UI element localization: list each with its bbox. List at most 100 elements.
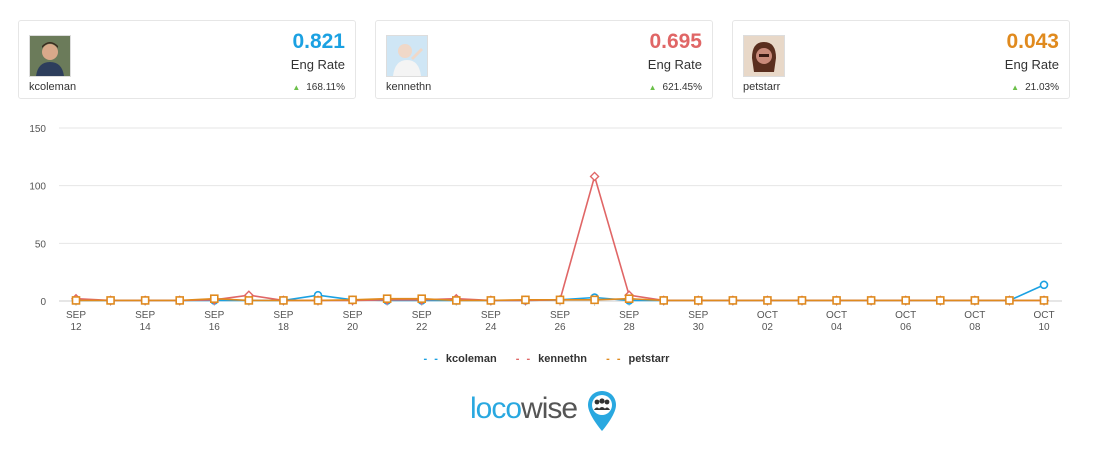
delta-change: ▲ 621.45% [649,82,702,93]
username: kennethn [386,81,432,93]
legend-item-kennethn[interactable]: - - kennethn [516,353,587,365]
legend-label: kcoleman [445,353,497,365]
data-point-kcoleman [1039,280,1049,290]
username: petstarr [743,81,781,93]
eng-rate-value: 0.821 [292,30,345,53]
data-point-petstarr [521,295,530,305]
data-point-petstarr [624,294,634,303]
location-pin-icon [588,391,616,431]
x-tick-label-day: 10 [1038,322,1050,333]
avatar [743,35,785,77]
eng-rate-label: Eng Rate [1004,57,1059,72]
profile-card-kennethn: kennethn 0.695 Eng Rate ▲ 621.45% [375,20,713,99]
data-point-petstarr [901,296,911,305]
data-point-petstarr [693,296,703,305]
x-tick-label-day: 02 [762,322,774,333]
data-point-petstarr [866,296,876,305]
username: kcoleman [29,81,77,93]
up-arrow-icon: ▲ [648,83,657,92]
legend-label: petstarr [628,353,670,365]
x-tick-label-day: 30 [693,322,705,333]
delta-value: 621.45% [662,82,702,93]
eng-rate-label: Eng Rate [290,57,345,72]
data-point-petstarr [244,296,254,305]
eng-rate-value: 0.043 [1006,30,1059,53]
data-point-petstarr [140,296,150,305]
x-tick-label-month: OCT [895,310,916,321]
up-arrow-icon: ▲ [292,83,301,92]
series-line-kennethn [75,173,1044,302]
x-tick-label-month: SEP [619,310,639,321]
x-tick-label-day: 08 [969,322,981,333]
avatar [386,35,428,77]
x-tick-label-month: OCT [826,310,847,321]
x-tick-label-day: 26 [554,322,566,333]
logo-wordmark: locowise [470,392,578,425]
eng-rate-label: Eng Rate [647,57,702,72]
x-tick-label-month: OCT [1033,310,1054,321]
eng-rate-value: 0.695 [649,30,702,53]
data-point-petstarr [451,296,461,305]
legend-dash-icon: - - [423,353,440,365]
delta-change: ▲ 168.11% [292,82,345,93]
delta-change: ▲ 21.03% [1011,82,1059,93]
y-tick-label: 150 [29,124,46,135]
data-point-petstarr [763,296,772,305]
x-tick-label-day: 06 [900,322,912,333]
x-tick-label-day: 16 [209,322,221,333]
data-point-petstarr [106,296,115,305]
legend-item-kcoleman[interactable]: - - kcoleman [424,353,497,365]
legend-dash-icon: - - [606,353,623,365]
data-point-petstarr [728,296,738,305]
data-point-petstarr [1039,296,1049,305]
x-tick-label-month: SEP [481,310,501,321]
profile-card-petstarr: petstarr 0.043 Eng Rate ▲ 21.03% [732,20,1070,99]
data-point-petstarr [797,296,807,305]
x-tick-label-month: SEP [688,310,708,321]
data-point-petstarr [313,296,323,305]
data-point-petstarr [590,295,599,305]
data-point-petstarr [417,294,427,303]
x-tick-label-month: SEP [66,310,86,321]
x-tick-label-day: 14 [140,322,152,333]
data-point-petstarr [970,296,980,305]
delta-value: 168.11% [306,82,345,93]
x-tick-label-month: SEP [550,310,570,321]
x-tick-label-month: SEP [273,310,293,321]
data-point-petstarr [71,296,81,305]
locowise-logo: locowise [470,388,630,438]
data-point-petstarr [555,295,565,305]
x-tick-label-month: SEP [135,310,155,321]
chart-legend: - - kcoleman - - kennethn - - petstarr [0,353,1093,365]
x-tick-label-month: SEP [204,310,224,321]
y-tick-label: 100 [29,182,46,193]
x-tick-label-month: OCT [964,310,985,321]
data-point-petstarr [832,296,841,305]
x-tick-label-day: 18 [278,322,290,333]
x-tick-label-day: 12 [70,322,82,333]
x-tick-label-day: 20 [347,322,359,333]
data-point-petstarr [486,296,496,305]
engagement-line-chart: 050100150SEP12SEP14SEP16SEP18SEP20SEP22S… [29,124,1062,333]
x-tick-label-day: 22 [416,322,428,333]
data-point-petstarr [935,296,945,305]
data-point-kennethn [589,171,600,182]
x-tick-label-day: 04 [831,322,843,333]
data-point-petstarr [209,294,219,303]
x-tick-label-month: SEP [343,310,363,321]
legend-label: kennethn [538,353,588,365]
data-point-petstarr [348,295,357,305]
avatar [29,35,71,77]
data-point-petstarr [659,296,669,305]
data-point-petstarr [175,296,185,305]
data-point-petstarr [1005,296,1014,305]
x-tick-label-day: 24 [485,322,497,333]
y-tick-label: 50 [35,239,47,250]
legend-dash-icon: - - [515,353,533,365]
data-point-petstarr [382,294,392,303]
x-tick-label-month: OCT [757,310,778,321]
legend-item-petstarr[interactable]: - - petstarr [606,353,669,365]
y-tick-label: 0 [40,297,46,308]
x-tick-label-day: 28 [624,322,636,333]
delta-value: 21.03% [1025,82,1059,93]
